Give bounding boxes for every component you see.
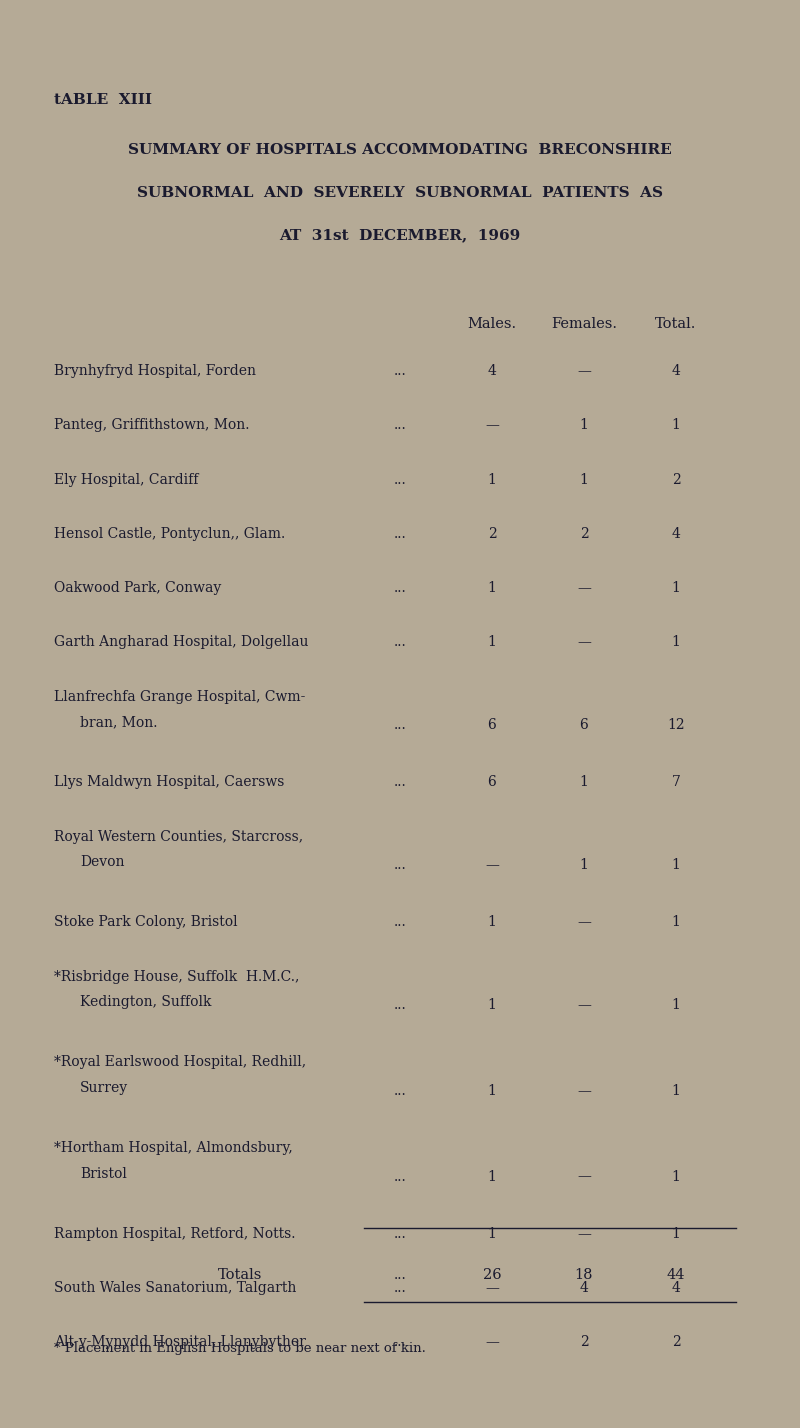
- Text: Brynhyfryd Hospital, Forden: Brynhyfryd Hospital, Forden: [54, 364, 256, 378]
- Text: 1: 1: [487, 581, 497, 595]
- Text: ...: ...: [394, 1281, 406, 1295]
- Text: ...: ...: [394, 581, 406, 595]
- Text: Devon: Devon: [80, 855, 125, 870]
- Text: * Placement in English Hospitals to be near next of kin.: * Placement in English Hospitals to be n…: [54, 1342, 426, 1355]
- Text: tABLE  XIII: tABLE XIII: [54, 93, 152, 107]
- Text: 1: 1: [487, 1084, 497, 1098]
- Text: Ely Hospital, Cardiff: Ely Hospital, Cardiff: [54, 473, 198, 487]
- Text: 1: 1: [671, 1170, 681, 1184]
- Text: ...: ...: [394, 915, 406, 930]
- Text: ...: ...: [394, 858, 406, 873]
- Text: 1: 1: [579, 858, 589, 873]
- Text: 6: 6: [488, 718, 496, 733]
- Text: 26: 26: [482, 1268, 502, 1282]
- Text: —: —: [577, 581, 591, 595]
- Text: 1: 1: [671, 1084, 681, 1098]
- Text: —: —: [577, 635, 591, 650]
- Text: Bristol: Bristol: [80, 1167, 127, 1181]
- Text: 1: 1: [671, 1227, 681, 1241]
- Text: 1: 1: [487, 635, 497, 650]
- Text: 2: 2: [672, 1335, 680, 1349]
- Text: 2: 2: [672, 473, 680, 487]
- Text: 1: 1: [671, 858, 681, 873]
- Text: —: —: [485, 418, 499, 433]
- Text: Total.: Total.: [655, 317, 697, 331]
- Text: AT  31st  DECEMBER,  1969: AT 31st DECEMBER, 1969: [279, 228, 521, 243]
- Text: 2: 2: [488, 527, 496, 541]
- Text: Kedington, Suffolk: Kedington, Suffolk: [80, 995, 211, 1010]
- Text: 4: 4: [579, 1281, 589, 1295]
- Text: 4: 4: [671, 527, 681, 541]
- Text: 1: 1: [487, 998, 497, 1012]
- Text: 1: 1: [487, 1227, 497, 1241]
- Text: Females.: Females.: [551, 317, 617, 331]
- Text: 1: 1: [579, 418, 589, 433]
- Text: ...: ...: [394, 1227, 406, 1241]
- Text: 7: 7: [671, 775, 681, 790]
- Text: South Wales Sanatorium, Talgarth: South Wales Sanatorium, Talgarth: [54, 1281, 297, 1295]
- Text: 1: 1: [487, 473, 497, 487]
- Text: 4: 4: [671, 364, 681, 378]
- Text: Rampton Hospital, Retford, Notts.: Rampton Hospital, Retford, Notts.: [54, 1227, 296, 1241]
- Text: Stoke Park Colony, Bristol: Stoke Park Colony, Bristol: [54, 915, 238, 930]
- Text: —: —: [577, 1170, 591, 1184]
- Text: —: —: [485, 1281, 499, 1295]
- Text: *Hortham Hospital, Almondsbury,: *Hortham Hospital, Almondsbury,: [54, 1141, 293, 1155]
- Text: SUBNORMAL  AND  SEVERELY  SUBNORMAL  PATIENTS  AS: SUBNORMAL AND SEVERELY SUBNORMAL PATIENT…: [137, 186, 663, 200]
- Text: 44: 44: [666, 1268, 686, 1282]
- Text: ...: ...: [394, 775, 406, 790]
- Text: Alt-y-Mynydd Hospital, Llanybyther: Alt-y-Mynydd Hospital, Llanybyther: [54, 1335, 306, 1349]
- Text: 1: 1: [671, 998, 681, 1012]
- Text: 1: 1: [487, 915, 497, 930]
- Text: 4: 4: [487, 364, 497, 378]
- Text: Males.: Males.: [467, 317, 517, 331]
- Text: ...: ...: [394, 1268, 406, 1282]
- Text: 4: 4: [671, 1281, 681, 1295]
- Text: ...: ...: [394, 1170, 406, 1184]
- Text: 1: 1: [671, 581, 681, 595]
- Text: Oakwood Park, Conway: Oakwood Park, Conway: [54, 581, 222, 595]
- Text: —: —: [577, 915, 591, 930]
- Text: Totals: Totals: [218, 1268, 262, 1282]
- Text: ...: ...: [394, 635, 406, 650]
- Text: ...: ...: [394, 527, 406, 541]
- Text: 2: 2: [580, 1335, 588, 1349]
- Text: 18: 18: [574, 1268, 594, 1282]
- Text: 2: 2: [580, 527, 588, 541]
- Text: Royal Western Counties, Starcross,: Royal Western Counties, Starcross,: [54, 830, 303, 844]
- Text: 6: 6: [580, 718, 588, 733]
- Text: 1: 1: [671, 418, 681, 433]
- Text: Surrey: Surrey: [80, 1081, 128, 1095]
- Text: 1: 1: [487, 1170, 497, 1184]
- Text: —: —: [485, 858, 499, 873]
- Text: 6: 6: [488, 775, 496, 790]
- Text: —: —: [577, 364, 591, 378]
- Text: ...: ...: [394, 1084, 406, 1098]
- Text: Panteg, Griffithstown, Mon.: Panteg, Griffithstown, Mon.: [54, 418, 250, 433]
- Text: Llanfrechfa Grange Hospital, Cwm-: Llanfrechfa Grange Hospital, Cwm-: [54, 690, 306, 704]
- Text: ...: ...: [394, 718, 406, 733]
- Text: 1: 1: [579, 775, 589, 790]
- Text: —: —: [577, 1227, 591, 1241]
- Text: 12: 12: [667, 718, 685, 733]
- Text: *Royal Earlswood Hospital, Redhill,: *Royal Earlswood Hospital, Redhill,: [54, 1055, 306, 1070]
- Text: ...: ...: [394, 998, 406, 1012]
- Text: *Risbridge House, Suffolk  H.M.C.,: *Risbridge House, Suffolk H.M.C.,: [54, 970, 300, 984]
- Text: bran, Mon.: bran, Mon.: [80, 715, 158, 730]
- Text: 1: 1: [671, 915, 681, 930]
- Text: —: —: [577, 1084, 591, 1098]
- Text: ...: ...: [394, 1335, 406, 1349]
- Text: 1: 1: [579, 473, 589, 487]
- Text: Hensol Castle, Pontyclun,, Glam.: Hensol Castle, Pontyclun,, Glam.: [54, 527, 286, 541]
- Text: ...: ...: [394, 364, 406, 378]
- Text: —: —: [485, 1335, 499, 1349]
- Text: 1: 1: [671, 635, 681, 650]
- Text: SUMMARY OF HOSPITALS ACCOMMODATING  BRECONSHIRE: SUMMARY OF HOSPITALS ACCOMMODATING BRECO…: [128, 143, 672, 157]
- Text: Llys Maldwyn Hospital, Caersws: Llys Maldwyn Hospital, Caersws: [54, 775, 285, 790]
- Text: ...: ...: [394, 473, 406, 487]
- Text: ...: ...: [394, 418, 406, 433]
- Text: Garth Angharad Hospital, Dolgellau: Garth Angharad Hospital, Dolgellau: [54, 635, 309, 650]
- Text: —: —: [577, 998, 591, 1012]
